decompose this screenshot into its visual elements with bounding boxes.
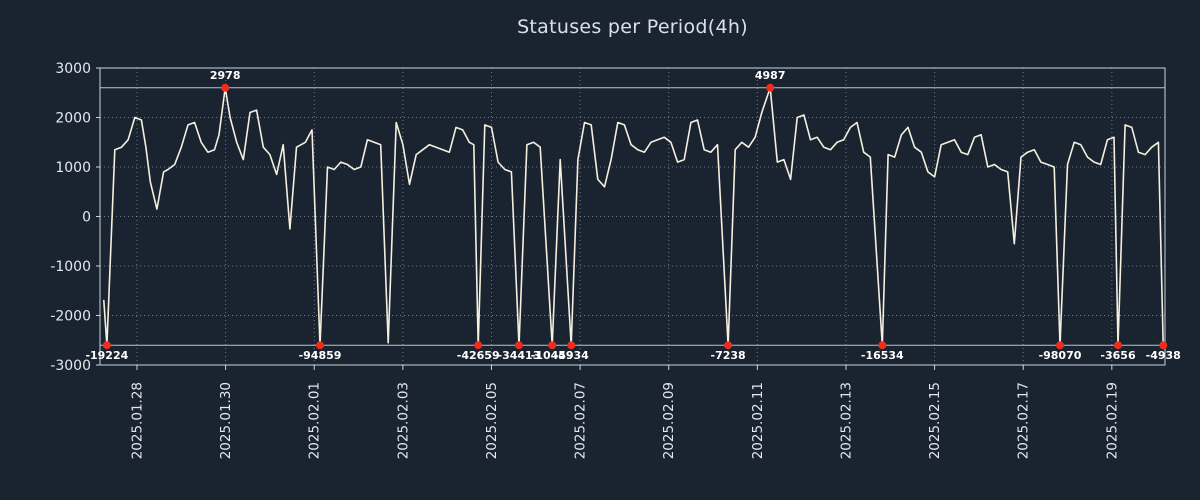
dip-marker: [567, 341, 576, 350]
y-tick-label: 0: [82, 210, 91, 226]
dip-marker: [102, 341, 111, 350]
y-tick-label: 1000: [55, 160, 91, 176]
y-tick-label: -3000: [50, 358, 91, 374]
x-tick-label: 2025.02.11: [750, 382, 766, 459]
dip-label: -98070: [1039, 349, 1082, 362]
peak-label: 4987: [755, 69, 786, 82]
x-tick-label: 2025.02.13: [838, 382, 854, 459]
x-tick-label: 2025.02.07: [573, 382, 589, 459]
dip-label: -7238: [711, 349, 746, 362]
dip-label: -4934: [554, 349, 590, 362]
dip-marker: [724, 341, 733, 350]
x-tick-label: 2025.02.15: [927, 382, 943, 459]
dip-label: -3656: [1100, 349, 1136, 362]
dip-label: -19224: [85, 349, 128, 362]
dip-marker: [1055, 341, 1064, 350]
dip-label: -94859: [299, 349, 342, 362]
dip-label: -4938: [1146, 349, 1181, 362]
y-tick-label: -1000: [50, 259, 91, 275]
dip-marker: [1114, 341, 1123, 350]
x-tick-label: 2025.01.30: [218, 382, 234, 459]
dip-marker: [316, 341, 325, 350]
dip-label: -10459: [531, 349, 574, 362]
x-tick-label: 2025.02.17: [1016, 382, 1032, 459]
plot-border: [99, 67, 1166, 366]
dip-marker: [474, 341, 483, 350]
y-tick-label: 3000: [55, 61, 91, 77]
dip-marker: [878, 341, 887, 350]
dip-label: -16534: [861, 349, 904, 362]
series-line: [103, 87, 1164, 347]
x-tick-label: 2025.02.09: [661, 382, 677, 459]
dip-marker: [548, 341, 557, 350]
dip-label: -34413: [498, 349, 541, 362]
dip-label: -42659: [457, 349, 500, 362]
peak-marker: [221, 83, 230, 92]
peak-marker: [766, 83, 775, 92]
x-tick-label: 2025.02.05: [484, 382, 500, 459]
x-tick-label: 2025.02.19: [1104, 382, 1120, 459]
dip-marker: [1159, 341, 1168, 350]
x-tick-label: 2025.02.03: [395, 382, 411, 459]
chart-title: Statuses per Period(4h): [517, 16, 748, 38]
dip-marker: [514, 341, 523, 350]
y-tick-label: -2000: [50, 309, 91, 325]
y-tick-label: 2000: [55, 111, 91, 127]
x-tick-label: 2025.01.28: [129, 382, 145, 459]
x-tick-label: 2025.02.01: [307, 382, 323, 459]
peak-label: 2978: [210, 69, 241, 82]
